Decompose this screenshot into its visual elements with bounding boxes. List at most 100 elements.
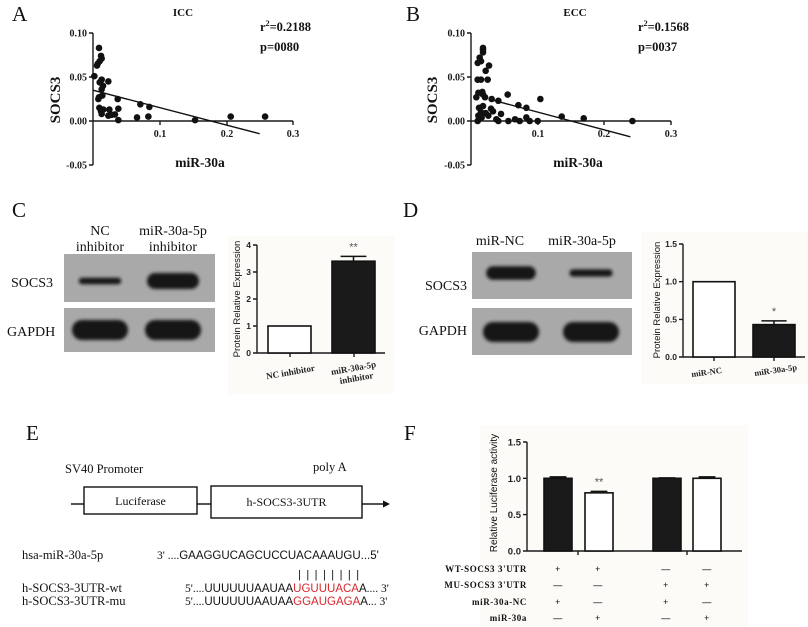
panel-c: C NC inhibitor miR-30a-5p inhibitor SOCS… — [7, 198, 394, 394]
panel-a: A ICC r2=0.2188 p=0080 0.10 0.05 0.00 -0… — [12, 2, 311, 172]
panel-f: F 1.5 1.0 0.5 0.0 Relative Luciferase ac… — [404, 421, 748, 627]
base-pairing-marks: | | | | | | | | — [298, 569, 360, 581]
bar — [543, 477, 573, 552]
data-point — [261, 113, 269, 120]
x-axis: 0.1 0.2 0.3 — [93, 120, 300, 140]
luciferase-box — [83, 486, 198, 515]
seq-lead: 3' .... — [157, 550, 179, 562]
seq-bases: A — [359, 583, 367, 595]
protein-band — [147, 273, 199, 289]
lane-label: miR-NC — [476, 234, 524, 249]
r-symbol: r — [260, 20, 266, 34]
data-point — [133, 114, 141, 121]
y-tick-label: -0.05 — [444, 161, 465, 172]
blot-bands — [72, 273, 201, 340]
p-value-label: p=0037 — [638, 40, 677, 54]
y-tick-label: 4 — [246, 240, 251, 250]
condition-mark: — — [552, 580, 563, 590]
y-tick-label: 0.05 — [448, 73, 466, 84]
x-tick-label: 0.2 — [598, 129, 611, 140]
condition-mark: + — [555, 564, 561, 574]
y-tick-label: 0.0 — [665, 352, 677, 362]
y-axis-label: Protein Relative Expression — [232, 241, 243, 358]
data-point — [91, 72, 98, 80]
significance-marker: ** — [349, 241, 358, 253]
data-point — [534, 117, 541, 125]
panel-label-a: A — [12, 2, 28, 26]
bar — [331, 260, 376, 354]
y-tick-label: 0.05 — [70, 73, 88, 84]
data-point — [191, 116, 199, 124]
y-tick-label: 3 — [246, 267, 251, 277]
row-label-gapdh: GAPDH — [7, 325, 55, 340]
data-point — [474, 59, 481, 67]
r-exponent: 2 — [266, 19, 270, 28]
regression-line — [92, 89, 260, 135]
seq-bases: UUUUUUAAUAA — [204, 583, 293, 595]
y-tick-label: 0.00 — [448, 117, 466, 128]
bar — [267, 325, 312, 354]
row-label-socs3: SOCS3 — [425, 279, 467, 294]
x-tick-label: 0.3 — [665, 129, 678, 140]
bar — [692, 477, 722, 552]
y-tick-label: 1 — [246, 321, 251, 331]
data-point — [93, 62, 101, 69]
data-point — [108, 111, 115, 119]
x-tick-label: 0.3 — [287, 129, 300, 140]
y-tick-label: 0 — [246, 348, 251, 358]
y-axis-label: Protein Relative Expression — [652, 242, 663, 359]
x-axis-label: miR-30a — [175, 155, 225, 170]
data-point — [481, 93, 489, 101]
data-point — [482, 67, 489, 75]
data-point — [95, 95, 102, 103]
bar — [584, 492, 614, 552]
data-point — [115, 116, 122, 124]
seq-tail: ...5' — [361, 550, 379, 562]
y-tick-label: 2 — [246, 294, 251, 304]
y-tick-label: 0.5 — [665, 314, 677, 324]
western-blot-c: NC inhibitor miR-30a-5p inhibitor SOCS3 … — [7, 224, 215, 352]
data-point — [537, 95, 544, 103]
panel-label-c: C — [12, 198, 26, 222]
panel-label-b: B — [406, 2, 420, 26]
significance-marker: * — [772, 306, 777, 318]
row-label-gapdh: GAPDH — [419, 324, 467, 339]
y-axis: 0.10 0.05 0.00 -0.05 — [66, 29, 94, 172]
y-tick-label: 0.10 — [448, 29, 466, 40]
bars: ** — [543, 476, 722, 552]
data-point — [629, 117, 636, 125]
blot-bands — [483, 266, 619, 342]
data-point — [479, 102, 487, 110]
x-axis: 0.1 0.2 0.3 — [471, 120, 678, 140]
data-point — [485, 112, 492, 120]
x-tick-label: miR-NC — [691, 365, 723, 379]
data-point — [484, 76, 491, 83]
row-label-socs3: SOCS3 — [11, 276, 53, 291]
condition-label: miR-30a — [490, 613, 527, 623]
protein-band — [483, 322, 539, 342]
seq-lead: 5'.... — [185, 596, 204, 608]
mu-name: h-SOCS3-3UTR-mu — [22, 594, 126, 608]
scatter-plot-ecc — [473, 44, 636, 138]
y-tick-label: -0.05 — [66, 161, 87, 172]
condition-mark: + — [704, 613, 710, 623]
data-point — [106, 106, 113, 113]
data-point — [516, 117, 523, 125]
seq-bases: GAAGGUCAGCUCCUACAAAUGU — [179, 550, 360, 562]
data-point — [105, 78, 112, 85]
chart-title: ECC — [563, 7, 586, 19]
condition-mark: + — [595, 564, 601, 574]
y-tick-label: 0.5 — [508, 510, 522, 521]
mu-sequence: 5'....UUUUUUAAUAAGGAUGAGAA... 3' — [185, 596, 387, 608]
data-point — [98, 110, 105, 118]
panel-d: D miR-NC miR-30a-5p SOCS3 GAPDH 1.5 1.0 … — [403, 198, 808, 384]
data-point — [98, 86, 105, 93]
data-point — [497, 110, 505, 118]
bars: ** — [267, 241, 376, 354]
condition-mark: + — [663, 597, 669, 607]
panel-e: E SV40 Promoter poly A Luciferase h-SOCS… — [22, 421, 390, 608]
seq-bases: UUUUUUAAUAA — [204, 596, 293, 608]
y-tick-label: 0.10 — [70, 29, 88, 40]
